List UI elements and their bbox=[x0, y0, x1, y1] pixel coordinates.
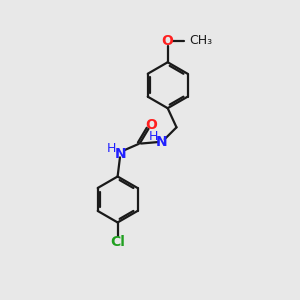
Text: CH₃: CH₃ bbox=[190, 34, 213, 47]
Text: H: H bbox=[107, 142, 116, 155]
Text: N: N bbox=[156, 135, 168, 149]
Text: O: O bbox=[162, 34, 174, 48]
Text: Cl: Cl bbox=[110, 235, 125, 249]
Text: O: O bbox=[146, 118, 158, 132]
Text: H: H bbox=[149, 130, 158, 143]
Text: N: N bbox=[115, 147, 126, 161]
